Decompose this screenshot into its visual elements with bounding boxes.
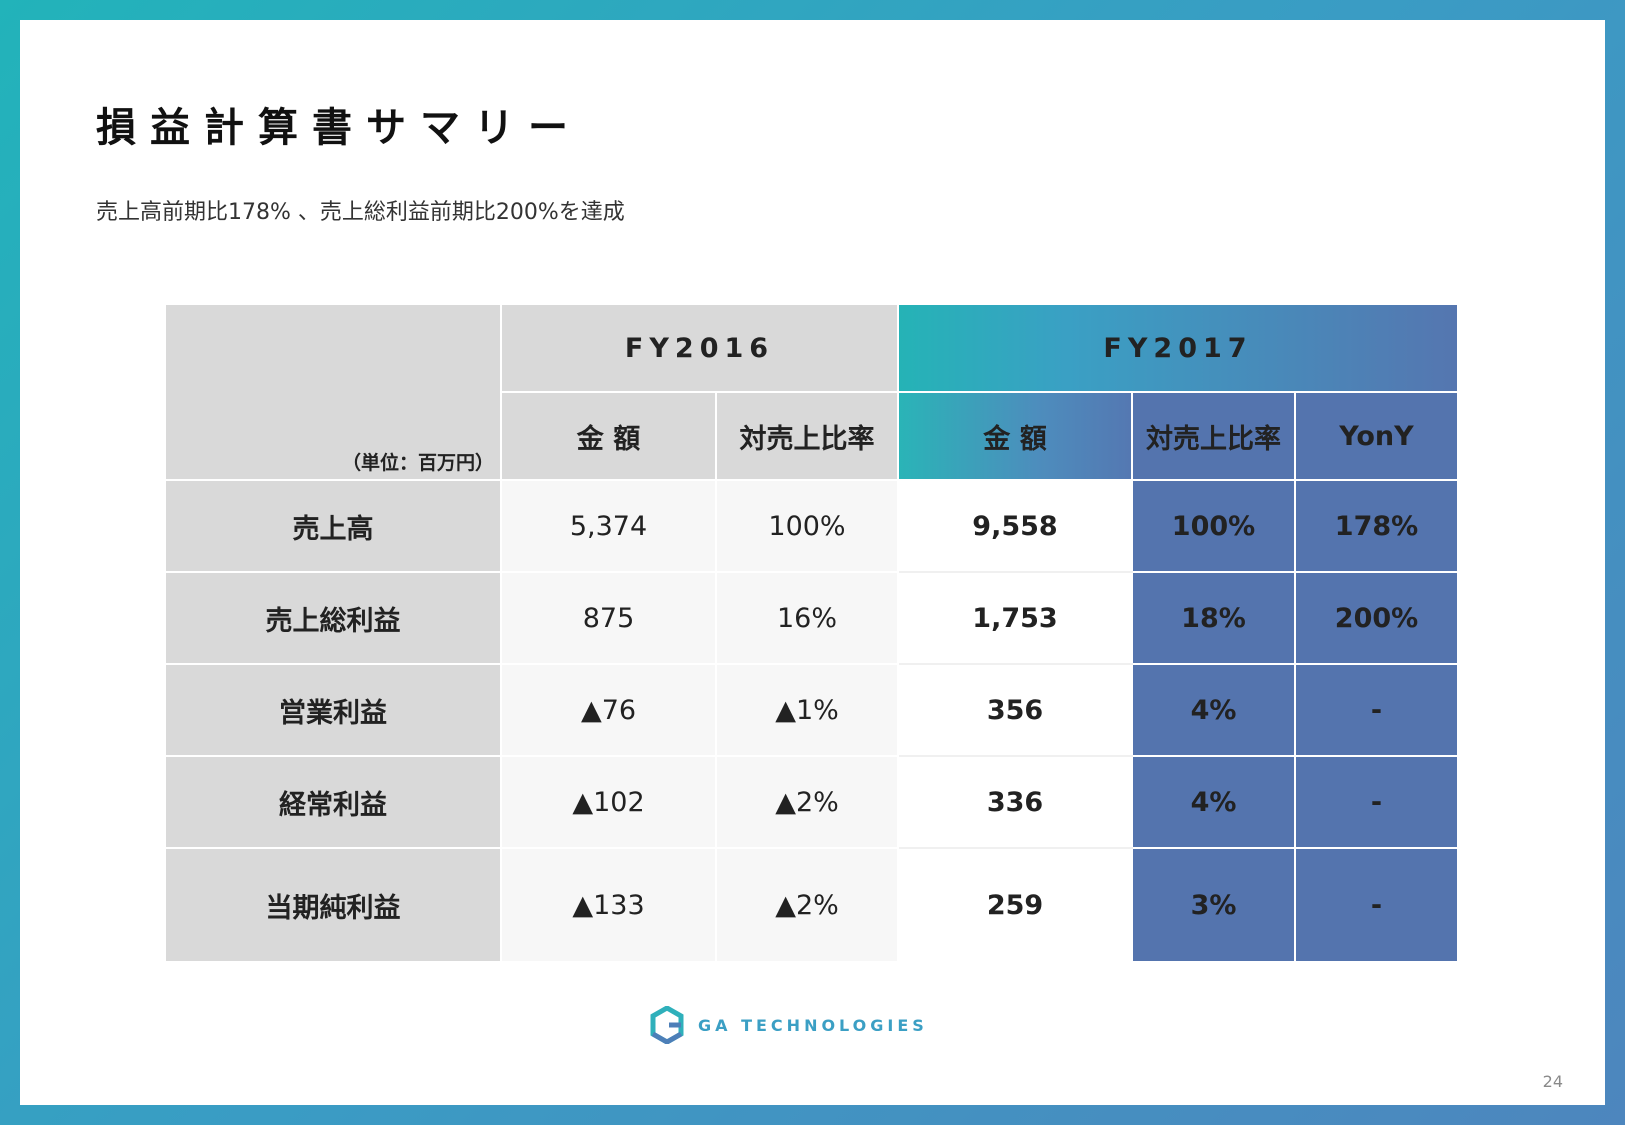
fy2016-ratio-cell: 100% [715,479,899,573]
fy2017-amount-header: 金 額 [897,391,1133,481]
table-row: 営業利益 ▲76 ▲1% 356 4% - [164,663,1459,757]
table-row: 経常利益 ▲102 ▲2% 336 4% - [164,755,1459,849]
fy2016-amount-cell: ▲102 [500,755,717,849]
yony-header: YonY [1294,391,1459,481]
fy2016-ratio-cell: ▲2% [715,755,899,849]
fy2016-ratio-cell: ▲1% [715,663,899,757]
fy2017-amount-cell: 1,753 [897,571,1133,665]
fy2016-amount-cell: 5,374 [500,479,717,573]
income-statement-table: （単位：百万円） FY2016 FY2017 金 額 対売上比率 金 額 対売上… [164,303,1459,963]
row-label: 経常利益 [164,755,502,849]
fy2016-amount-cell: 875 [500,571,717,665]
fy2016-ratio-header: 対売上比率 [715,391,899,481]
row-label: 売上総利益 [164,571,502,665]
fy2017-amount-cell: 9,558 [897,479,1133,573]
yony-cell: - [1294,847,1459,963]
row-label: 売上高 [164,479,502,573]
yony-cell: - [1294,755,1459,849]
table-row: 売上総利益 875 16% 1,753 18% 200% [164,571,1459,665]
fy2016-amount-cell: ▲133 [500,847,717,963]
yony-cell: - [1294,663,1459,757]
page-subtitle: 売上高前期比178% 、売上総利益前期比200%を達成 [96,200,625,225]
fy2016-ratio-cell: 16% [715,571,899,665]
row-label: 当期純利益 [164,847,502,963]
table-row: 売上高 5,374 100% 9,558 100% 178% [164,479,1459,573]
fy2017-amount-cell: 356 [897,663,1133,757]
yony-cell: 178% [1294,479,1459,573]
company-logo: GA TECHNOLOGIES [650,1005,928,1045]
fy2017-header: FY2017 [897,303,1459,393]
slide: 損益計算書サマリー 売上高前期比178% 、売上総利益前期比200%を達成 （単… [20,20,1605,1105]
table-row: 当期純利益 ▲133 ▲2% 259 3% - [164,847,1459,963]
row-label: 営業利益 [164,663,502,757]
unit-header-cell: （単位：百万円） [164,303,502,481]
fy2017-ratio-cell: 100% [1131,479,1296,573]
yony-cell: 200% [1294,571,1459,665]
fy2017-ratio-cell: 3% [1131,847,1296,963]
fy2017-ratio-cell: 4% [1131,755,1296,849]
fy2016-amount-header: 金 額 [500,391,717,481]
fy2016-amount-cell: ▲76 [500,663,717,757]
page-title: 損益計算書サマリー [96,105,582,151]
page-number: 24 [1542,1072,1563,1091]
fy2017-ratio-cell: 18% [1131,571,1296,665]
logo-text: GA TECHNOLOGIES [698,1015,928,1035]
ga-hexagon-logo-icon [650,1006,684,1044]
fy2017-amount-cell: 336 [897,755,1133,849]
fy2017-ratio-cell: 4% [1131,663,1296,757]
fy2016-header: FY2016 [500,303,899,393]
unit-label: （単位：百万円） [341,452,494,474]
fy2017-amount-cell: 259 [897,847,1133,963]
fy2016-ratio-cell: ▲2% [715,847,899,963]
fy2017-ratio-header: 対売上比率 [1131,391,1296,481]
